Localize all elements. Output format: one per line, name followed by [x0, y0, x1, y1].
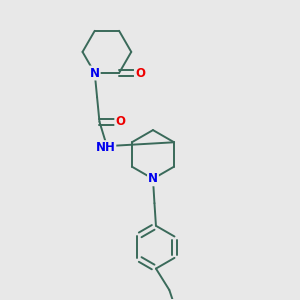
- Text: O: O: [135, 67, 145, 80]
- Text: N: N: [148, 172, 158, 185]
- Text: O: O: [115, 115, 125, 128]
- Text: N: N: [90, 67, 100, 80]
- Text: NH: NH: [95, 141, 116, 154]
